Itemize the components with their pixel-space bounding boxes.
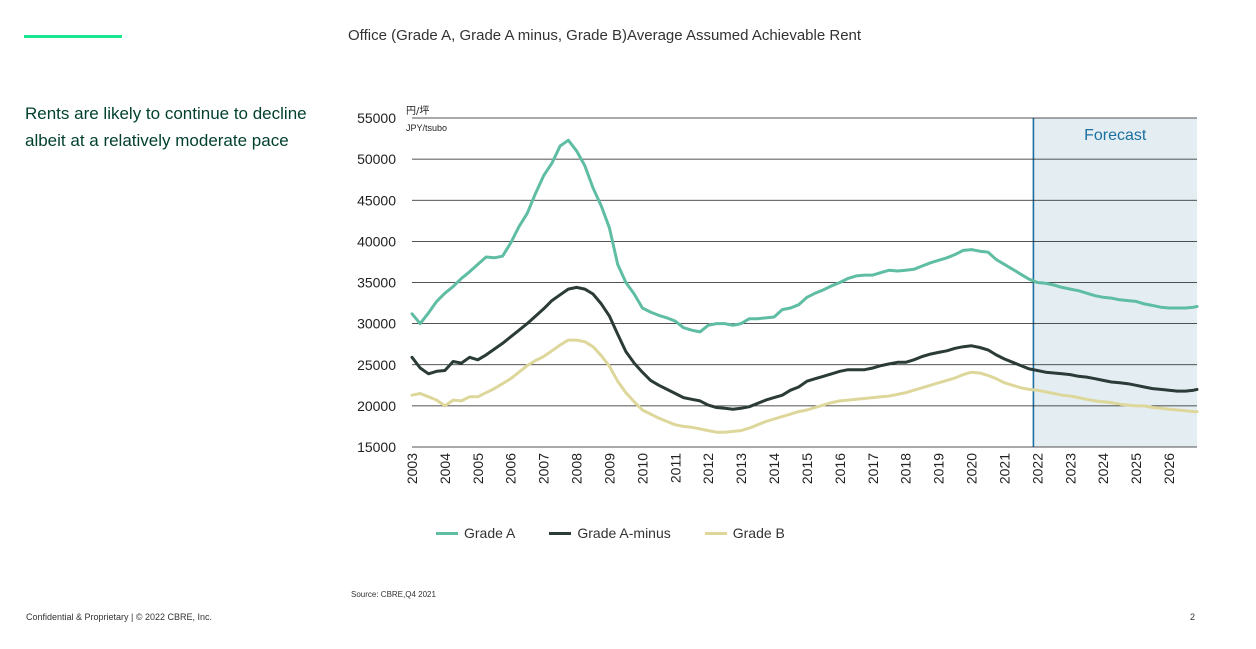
x-tick-label: 2026: [1161, 453, 1177, 484]
legend-swatch: [704, 531, 727, 535]
x-tick-label: 2004: [437, 453, 453, 484]
x-tick-label: 2022: [1029, 453, 1045, 484]
x-tick-label: 2008: [569, 453, 585, 484]
x-tick-label: 2024: [1095, 453, 1111, 484]
y-tick-label: 30000: [357, 316, 396, 332]
headline-text: Rents are likely to continue to decline …: [25, 104, 307, 150]
chart-legend: Grade A Grade A-minus Grade B: [436, 525, 819, 541]
y-tick-label: 40000: [357, 233, 396, 249]
x-tick-label: 2019: [931, 453, 947, 484]
footer-text: Confidential & Proprietary | © 2022 CBRE…: [26, 612, 213, 622]
x-tick-label: 2025: [1128, 453, 1144, 484]
x-tick-label: 2005: [470, 453, 486, 484]
series-line-grade-a: [410, 138, 1199, 334]
x-tick-label: 2023: [1062, 453, 1078, 484]
x-tick-label: 2020: [964, 453, 980, 484]
x-tick-label: 2017: [865, 453, 881, 484]
slide-title: Office (Grade A, Grade A minus, Grade B)…: [348, 27, 862, 44]
legend-item: Grade A-minus: [549, 525, 671, 541]
x-tick-label: 2015: [799, 453, 815, 484]
series-line-grade-a-minus: [410, 285, 1199, 411]
legend-item: Grade B: [704, 525, 785, 541]
x-tick-label: 2010: [634, 453, 650, 484]
page-number: 2: [1190, 612, 1196, 622]
y-axis-unit: JPY/tsubo: [406, 123, 447, 133]
x-tick-label: 2009: [601, 453, 617, 484]
y-tick-label: 50000: [357, 151, 396, 167]
x-tick-label: 2016: [832, 453, 848, 484]
x-tick-label: 2021: [996, 453, 1012, 484]
legend-label: Grade A: [464, 525, 516, 541]
x-tick-label: 2003: [404, 453, 420, 484]
legend-item: Grade A: [436, 525, 515, 541]
source-note: Source: CBRE,Q4 2021: [351, 590, 436, 599]
accent-bar: [24, 35, 122, 38]
forecast-label: Forecast: [1084, 127, 1147, 144]
y-axis-unit-jp: 円/坪: [406, 104, 429, 117]
y-tick-label: 55000: [357, 110, 396, 126]
y-tick-label: 20000: [357, 398, 396, 414]
x-tick-label: 2014: [766, 453, 782, 484]
legend-swatch: [436, 531, 458, 535]
legend-swatch: [549, 531, 572, 535]
y-tick-label: 45000: [357, 192, 396, 208]
x-tick-label: 2006: [503, 453, 519, 484]
y-tick-label: 35000: [357, 275, 396, 291]
x-tick-label: 2012: [700, 453, 716, 484]
x-tick-label: 2018: [898, 453, 914, 484]
y-tick-label: 25000: [357, 357, 396, 373]
legend-label: Grade B: [732, 525, 785, 541]
legend-label: Grade A-minus: [577, 525, 671, 541]
x-tick-label: 2013: [733, 453, 749, 484]
x-tick-label: 2007: [536, 453, 552, 484]
series-line-grade-b: [410, 338, 1199, 434]
y-tick-label: 15000: [357, 439, 396, 455]
x-tick-label: 2011: [667, 453, 683, 483]
